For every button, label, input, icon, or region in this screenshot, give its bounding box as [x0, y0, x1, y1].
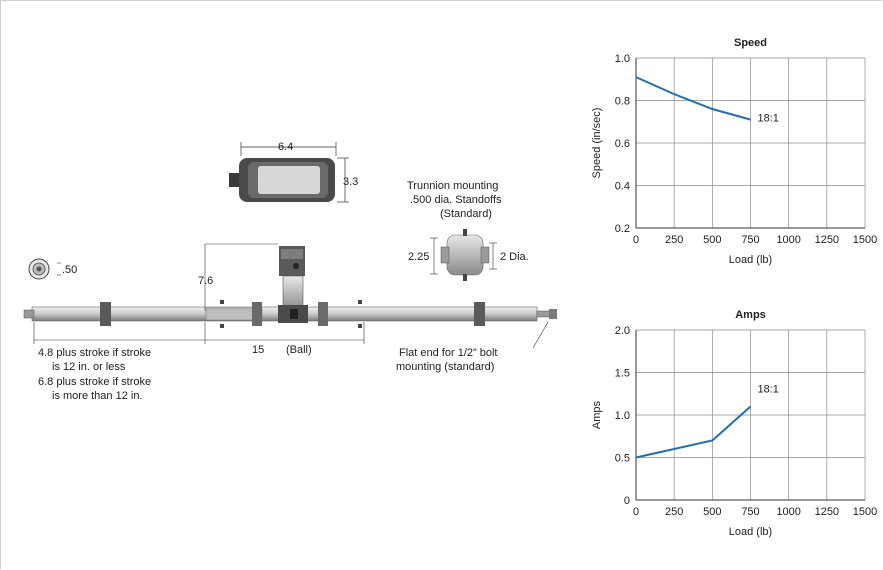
top-dimension-lines — [240, 142, 349, 203]
y-tick-label: 0.2 — [615, 223, 630, 235]
dim-top-width: 6.4 — [278, 141, 293, 153]
x-tick-label: 750 — [741, 234, 759, 246]
series-label: 18:1 — [758, 113, 779, 125]
y-tick-label: 1.5 — [615, 368, 630, 380]
y-tick-label: 1.0 — [615, 53, 630, 65]
x-tick-label: 1000 — [776, 234, 800, 246]
x-tick-label: 1500 — [853, 234, 877, 246]
stroke-note-line4: is more than 12 in. — [52, 390, 143, 402]
x-tick-label: 250 — [665, 506, 683, 518]
stroke-note-line1: 4.8 plus stroke if stroke — [38, 347, 151, 359]
top-view-housing — [229, 158, 335, 202]
flat-end-note-line2: mounting (standard) — [396, 361, 494, 373]
x-tick-label: 500 — [703, 234, 721, 246]
y-tick-label: 0.8 — [615, 96, 630, 108]
x-tick-label: 750 — [741, 506, 759, 518]
series-label: 18:1 — [758, 384, 779, 396]
chart-title: Speed — [734, 37, 767, 49]
y-tick-label: 0.6 — [615, 138, 630, 150]
trunnion-note-line1: Trunnion mounting — [407, 180, 498, 192]
y-tick-label: 0.4 — [615, 181, 630, 193]
rod-dia-ticks — [57, 262, 61, 276]
y-tick-label: 0 — [624, 495, 630, 507]
dim-rod-dia: .50 — [62, 264, 77, 276]
amps-chart: 0 250 500 750 1000 1250 1500 2.0 1.5 1.0 0.5 0 Amps L… — [591, 309, 877, 538]
trunnion-dimension-lines — [430, 237, 497, 275]
x-tick-label: 1000 — [776, 506, 800, 518]
x-tick-label: 1250 — [815, 234, 839, 246]
y-tick-label: 2.0 — [615, 325, 630, 337]
dim-trunnion-height: 2.25 — [408, 251, 429, 263]
dim-trunnion-dia: 2 Dia. — [500, 251, 529, 263]
x-tick-label: 1500 — [853, 506, 877, 518]
x-axis-label: Load (lb) — [729, 526, 772, 538]
series-line — [635, 76, 751, 121]
y-axis-label: Amps — [591, 400, 603, 429]
trunnion-note-line3: (Standard) — [440, 208, 492, 220]
trunnion-view — [440, 229, 490, 281]
y-tick-label: 1.0 — [615, 410, 630, 422]
stroke-note-line2: is 12 in. or less — [52, 361, 126, 373]
dim-ball-label: (Ball) — [286, 344, 312, 356]
dim-ball: 15 — [252, 344, 264, 356]
x-tick-label: 250 — [665, 234, 683, 246]
dim-height: 7.6 — [198, 275, 213, 287]
stroke-note-line3: 6.8 plus stroke if stroke — [38, 376, 151, 388]
flat-end-note-line1: Flat end for 1/2” bolt — [399, 347, 497, 359]
rod-end-view — [28, 258, 50, 280]
x-tick-label: 0 — [633, 506, 639, 518]
x-tick-label: 0 — [633, 234, 639, 246]
y-axis-label: Speed (in/sec) — [591, 108, 603, 179]
trunnion-note-line2: .500 dia. Standoffs — [410, 194, 502, 206]
actuator-side-view — [23, 246, 557, 328]
x-tick-label: 500 — [703, 506, 721, 518]
dim-top-height: 3.3 — [343, 176, 358, 188]
x-axis-label: Load (lb) — [729, 254, 772, 266]
series-line — [635, 405, 752, 459]
speed-chart: 0 250 500 750 1000 1250 1500 1.0 0.8 0.6 0.4 0.2 Spe… — [591, 37, 877, 266]
side-dimension-lines — [33, 243, 549, 349]
chart-title: Amps — [735, 309, 766, 321]
x-tick-label: 1250 — [815, 506, 839, 518]
y-tick-label: 0.5 — [615, 453, 630, 465]
